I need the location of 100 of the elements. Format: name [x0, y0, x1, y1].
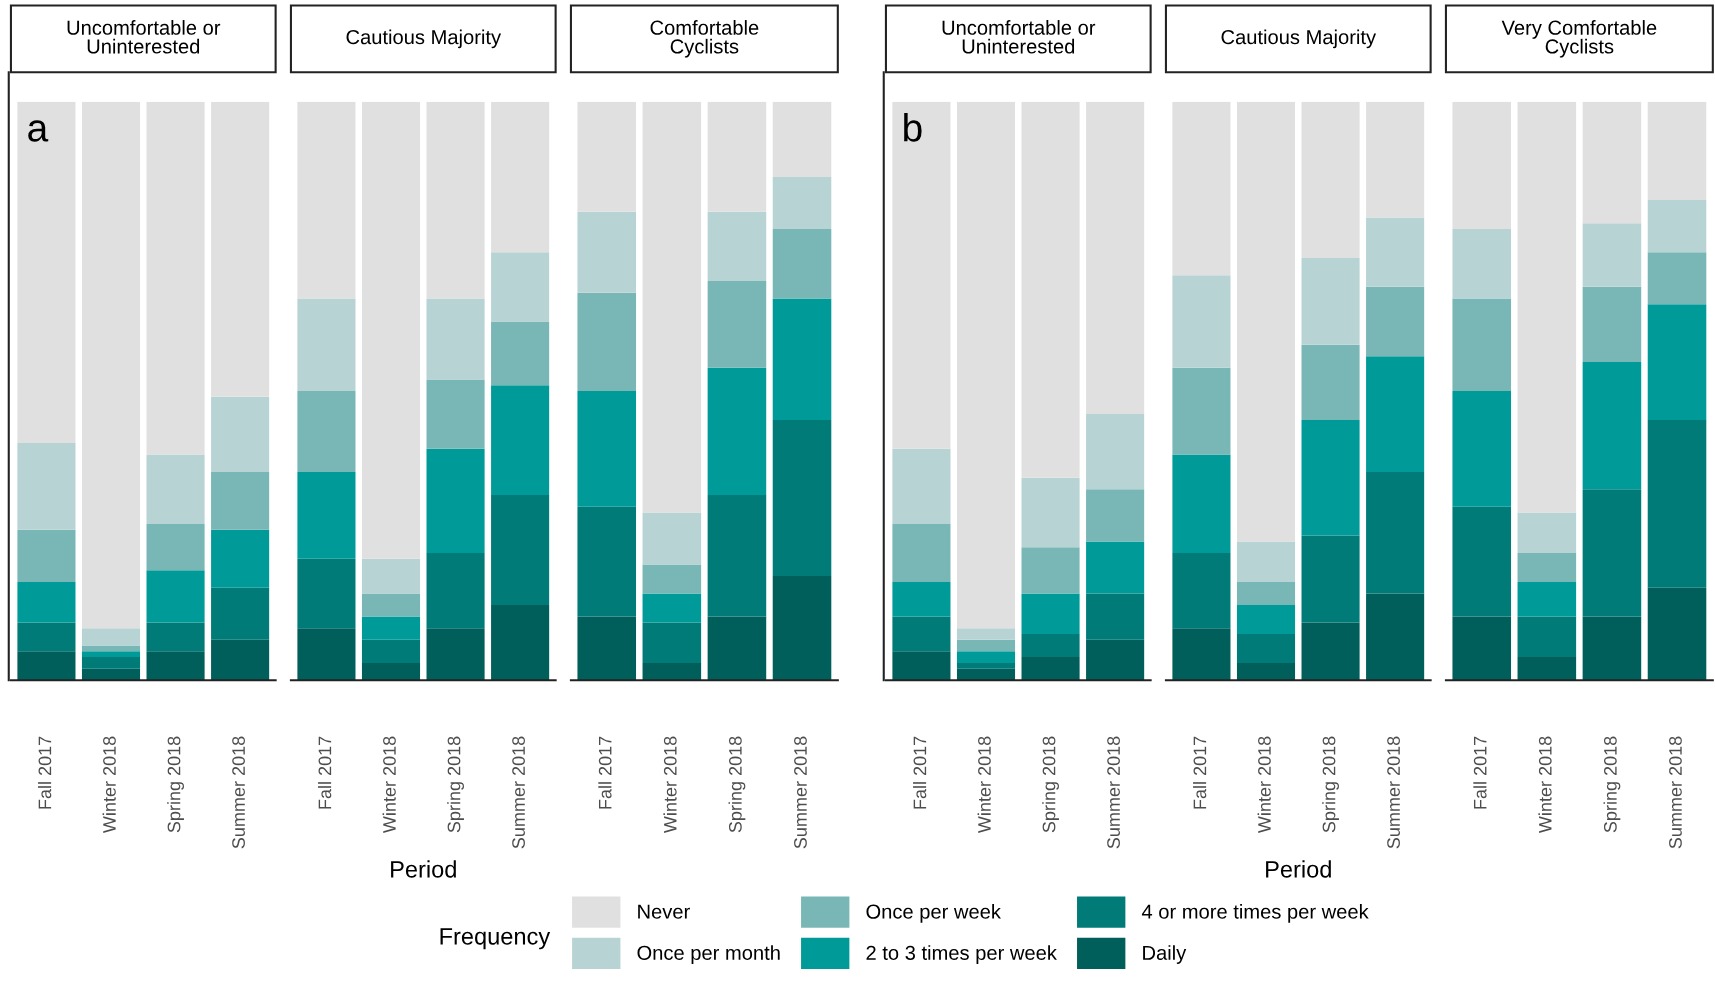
bar — [17, 651, 76, 681]
x-tick-label: Fall 2017 — [1193, 736, 1207, 809]
bar — [956, 101, 1016, 629]
legend-label: 4 or more times per week — [1141, 903, 1369, 923]
legend-label: Once per week — [866, 903, 1001, 923]
annotation: b — [904, 113, 922, 142]
x-tick-label: Fall 2017 — [598, 736, 612, 809]
bar — [1647, 101, 1707, 201]
x-tick-label: Fall 2017 — [38, 736, 52, 809]
bar — [1452, 298, 1512, 391]
bar — [146, 622, 205, 652]
bar — [491, 321, 550, 386]
bar — [1086, 541, 1145, 594]
bar — [707, 211, 767, 282]
bar — [426, 379, 485, 449]
bar — [1366, 101, 1425, 218]
bar — [1517, 512, 1577, 553]
bar — [81, 651, 141, 658]
bar — [1086, 639, 1145, 681]
bar — [642, 593, 702, 623]
bar — [426, 628, 485, 681]
bar — [577, 292, 637, 391]
bar — [361, 639, 421, 663]
legend-label: Never — [638, 904, 690, 919]
bar — [1301, 535, 1360, 623]
bar — [297, 471, 356, 559]
bar — [17, 529, 76, 582]
bar — [772, 419, 832, 577]
bar — [1452, 228, 1512, 299]
bar — [81, 657, 141, 669]
bar — [892, 616, 951, 652]
x-tick-label: Summer 2018 — [1669, 736, 1682, 849]
bar — [1452, 390, 1512, 507]
bar — [1647, 419, 1707, 588]
bar — [81, 101, 141, 629]
bar — [1086, 414, 1145, 490]
x-tick-label: Spring 2018 — [447, 736, 464, 833]
x-tick-label: Fall 2017 — [913, 736, 927, 809]
x-tick-label: Winter 2018 — [1257, 736, 1271, 834]
bar — [1086, 101, 1145, 415]
bar — [17, 581, 76, 623]
bar — [577, 211, 637, 293]
bar — [1021, 593, 1080, 634]
x-tick-label: Fall 2017 — [318, 736, 332, 809]
bar — [1647, 304, 1707, 420]
bar — [892, 524, 951, 582]
bar — [1366, 356, 1425, 472]
bar — [1582, 223, 1642, 287]
bar — [577, 390, 637, 507]
bar — [146, 454, 205, 525]
chart-title: Cautious Majority — [346, 29, 502, 49]
bar — [146, 524, 205, 571]
legend-label: Once per month — [637, 945, 780, 964]
bar — [1582, 286, 1642, 363]
bar — [577, 616, 637, 681]
x-axis-title: Period — [391, 860, 456, 878]
bar — [17, 101, 76, 444]
bar — [361, 558, 421, 594]
bar — [1172, 275, 1231, 368]
x-tick-label: Summer 2018 — [1107, 736, 1120, 849]
bar — [426, 101, 485, 299]
bar — [577, 101, 637, 212]
chart-title: Uncomfortable or Uninterested — [942, 20, 1096, 54]
bar — [1172, 552, 1231, 629]
bar — [17, 622, 76, 652]
bar — [1366, 217, 1425, 287]
bar — [1452, 506, 1512, 617]
x-tick-label: Winter 2018 — [102, 736, 116, 834]
bar — [426, 552, 485, 629]
bar — [707, 495, 767, 617]
bar — [1236, 605, 1296, 634]
bar — [1647, 200, 1707, 253]
bar — [1172, 454, 1231, 553]
x-tick-label: Spring 2018 — [1042, 736, 1059, 833]
bar — [297, 390, 356, 472]
bar — [1517, 552, 1577, 582]
x-tick-label: Summer 2018 — [794, 736, 807, 849]
bar — [892, 448, 951, 525]
bar — [1301, 344, 1360, 420]
bar — [1582, 489, 1642, 617]
bar — [1236, 662, 1296, 681]
chart-title: Uncomfortable or Uninterested — [67, 20, 221, 54]
bar — [1647, 252, 1707, 305]
bar — [1452, 616, 1512, 681]
chart-title: Very Comfortable Cyclists — [1501, 20, 1657, 58]
bar — [707, 367, 767, 496]
bar — [1452, 101, 1512, 229]
bar — [1172, 628, 1231, 681]
bar — [1236, 581, 1296, 606]
bar — [146, 651, 205, 681]
bar — [1236, 541, 1296, 582]
bar — [642, 564, 702, 594]
bar — [707, 101, 767, 212]
bar — [491, 495, 550, 606]
x-tick-label: Winter 2018 — [382, 736, 396, 834]
bar — [1172, 367, 1231, 455]
bar — [642, 662, 702, 681]
bar — [1517, 616, 1577, 658]
bar — [892, 651, 951, 681]
x-axis-title: Period — [1266, 860, 1331, 878]
